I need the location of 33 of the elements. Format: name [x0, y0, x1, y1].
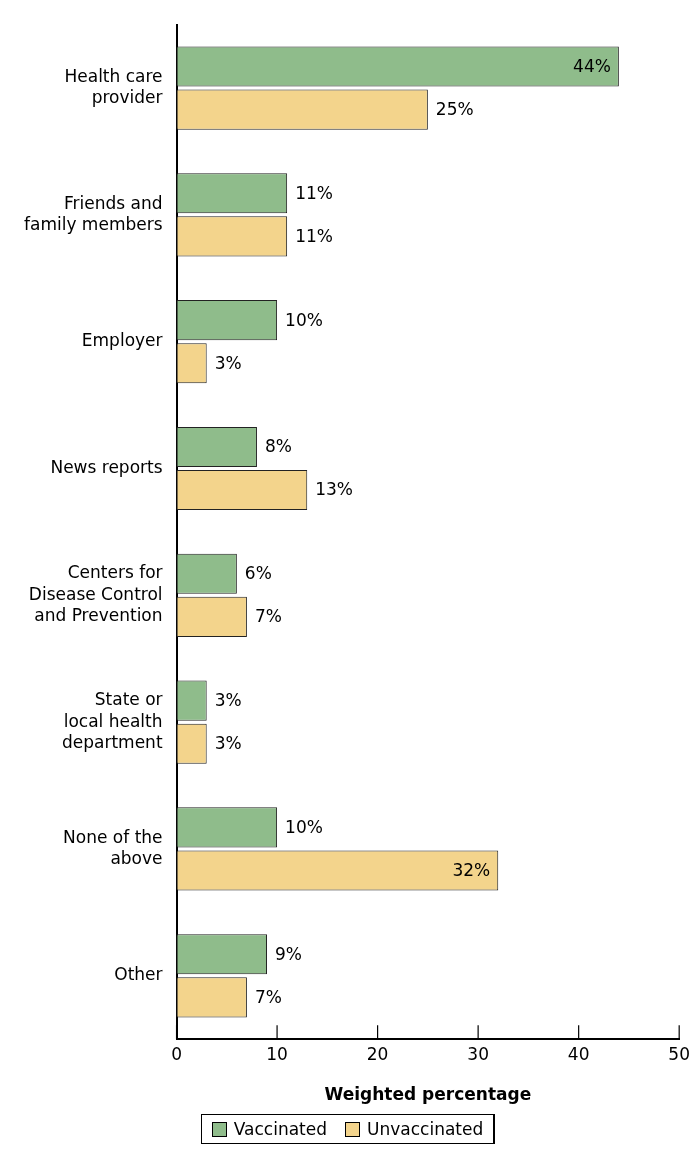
- data-label: 32%: [452, 859, 491, 880]
- data-label: 25%: [435, 99, 474, 120]
- data-label: 11%: [295, 225, 333, 246]
- data-label: 9%: [275, 943, 303, 964]
- data-label: 3%: [214, 352, 242, 373]
- data-label: 7%: [254, 606, 282, 627]
- data-label: 7%: [254, 986, 282, 1007]
- y-tick-label: News reports: [50, 456, 163, 477]
- x-tick-label: 50: [668, 1043, 690, 1064]
- data-label: 10%: [285, 309, 323, 330]
- x-tick-label: 0: [171, 1043, 182, 1064]
- data-label: 3%: [214, 733, 242, 754]
- data-label: 44%: [573, 55, 611, 76]
- data-label: 6%: [244, 563, 272, 584]
- legend-label: Vaccinated: [233, 1119, 328, 1139]
- x-tick-label: 10: [266, 1043, 288, 1064]
- y-tick-label: Employer: [81, 330, 163, 351]
- data-label: 11%: [295, 182, 333, 203]
- data-label: 8%: [264, 436, 292, 457]
- x-axis-title: Weighted percentage: [324, 1084, 532, 1105]
- data-label: 13%: [315, 479, 354, 500]
- y-tick-label: State or local health department: [61, 689, 163, 752]
- y-tick-label: Health care provider: [64, 65, 163, 108]
- y-tick-label: Friends and family members: [23, 192, 163, 234]
- data-label: 3%: [214, 690, 242, 711]
- y-tick-label: Centers for Disease Control and Prevention: [28, 562, 163, 625]
- y-tick-label: Other: [114, 964, 163, 985]
- x-tick-label: 40: [567, 1043, 590, 1064]
- x-tick-label: 20: [366, 1043, 389, 1064]
- legend-label: Unvaccinated: [367, 1119, 484, 1139]
- data-label: 10%: [285, 816, 323, 837]
- y-tick-label: None of the above: [63, 826, 163, 869]
- x-tick-label: 30: [467, 1043, 489, 1064]
